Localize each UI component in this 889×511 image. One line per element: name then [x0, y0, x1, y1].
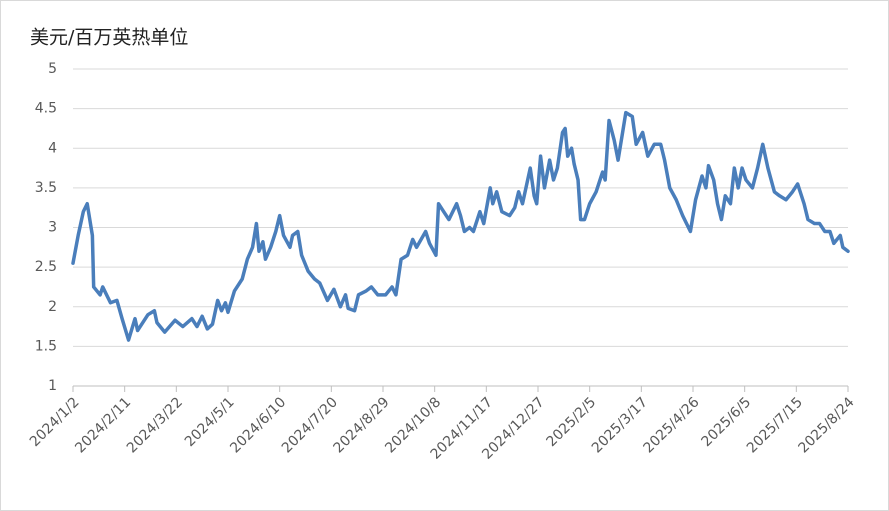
y-tick-label: 2.5 [35, 259, 57, 275]
line [71, 110, 850, 342]
y-tick-label: 2 [48, 299, 57, 315]
y-tick-label: 3 [48, 220, 57, 236]
y-tick-label: 4.5 [35, 101, 57, 117]
y-tick-label: 5 [48, 61, 57, 77]
y-tick-label: 4 [48, 140, 57, 156]
y-tick-label: 3.5 [35, 180, 57, 196]
y-axis-title: 美元/百万英热单位 [30, 27, 188, 49]
y-tick-label: 1.5 [35, 338, 57, 354]
y-tick-label: 1 [48, 378, 57, 394]
